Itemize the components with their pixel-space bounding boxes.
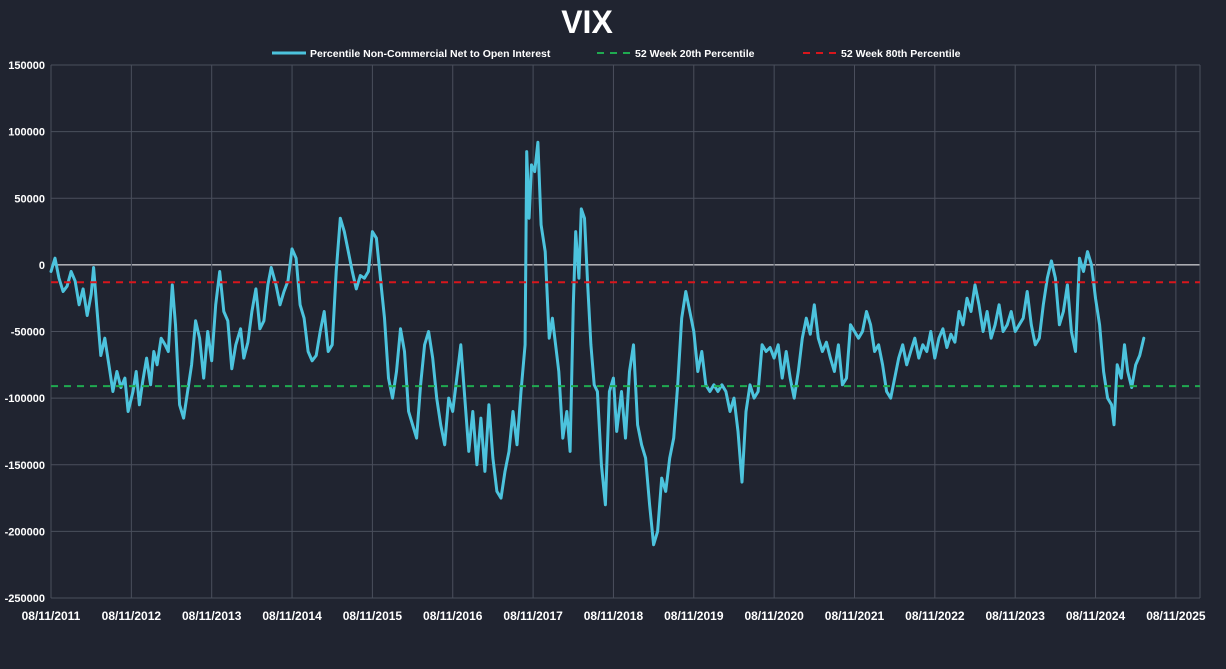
x-tick-label: 08/11/2017: [503, 609, 563, 623]
x-tick-label: 08/11/2011: [22, 609, 81, 623]
x-tick-label: 08/11/2019: [664, 609, 724, 623]
y-tick-label: 150000: [8, 60, 45, 72]
y-tick-label: 0: [39, 260, 45, 272]
y-tick-label: -50000: [11, 327, 45, 339]
x-tick-label: 08/11/2023: [985, 609, 1045, 623]
x-tick-label: 08/11/2021: [825, 609, 885, 623]
x-tick-label: 08/11/2012: [102, 609, 162, 623]
x-tick-label: 08/11/2024: [1066, 609, 1126, 623]
y-tick-label: -200000: [5, 526, 45, 538]
series-line-percentile: [49, 140, 1146, 547]
x-tick-label: 08/11/2018: [584, 609, 644, 623]
chart-legend: Percentile Non-Commercial Net to Open In…: [272, 48, 961, 60]
y-tick-label: 100000: [8, 127, 45, 139]
x-tick-label: 08/11/2020: [744, 609, 804, 623]
x-tick-label: 08/11/2025: [1146, 609, 1206, 623]
x-tick-label: 08/11/2016: [423, 609, 483, 623]
series-layer: [49, 140, 1200, 547]
x-tick-label: 08/11/2013: [182, 609, 242, 623]
x-tick-label: 08/11/2022: [905, 609, 965, 623]
y-tick-label: -250000: [5, 593, 45, 605]
chart-title: VIX: [561, 4, 613, 40]
legend-label: 52 Week 80th Percentile: [841, 48, 961, 60]
y-axis: 150000 100000 50000 0 -50000 -100000 -150000 -2…: [5, 60, 45, 605]
legend-label: 52 Week 20th Percentile: [635, 48, 755, 60]
x-axis: 08/11/2011 08/11/2012 08/11/2013 08/11/2014…: [22, 609, 1206, 623]
y-tick-label: -150000: [5, 460, 45, 472]
legend-label: Percentile Non-Commercial Net to Open In…: [310, 48, 551, 60]
x-tick-label: 08/11/2015: [343, 609, 403, 623]
y-tick-label: 50000: [14, 193, 45, 205]
x-tick-label: 08/11/2014: [262, 609, 322, 623]
chart-grid: [50, 64, 1201, 599]
y-tick-label: -100000: [5, 393, 45, 405]
